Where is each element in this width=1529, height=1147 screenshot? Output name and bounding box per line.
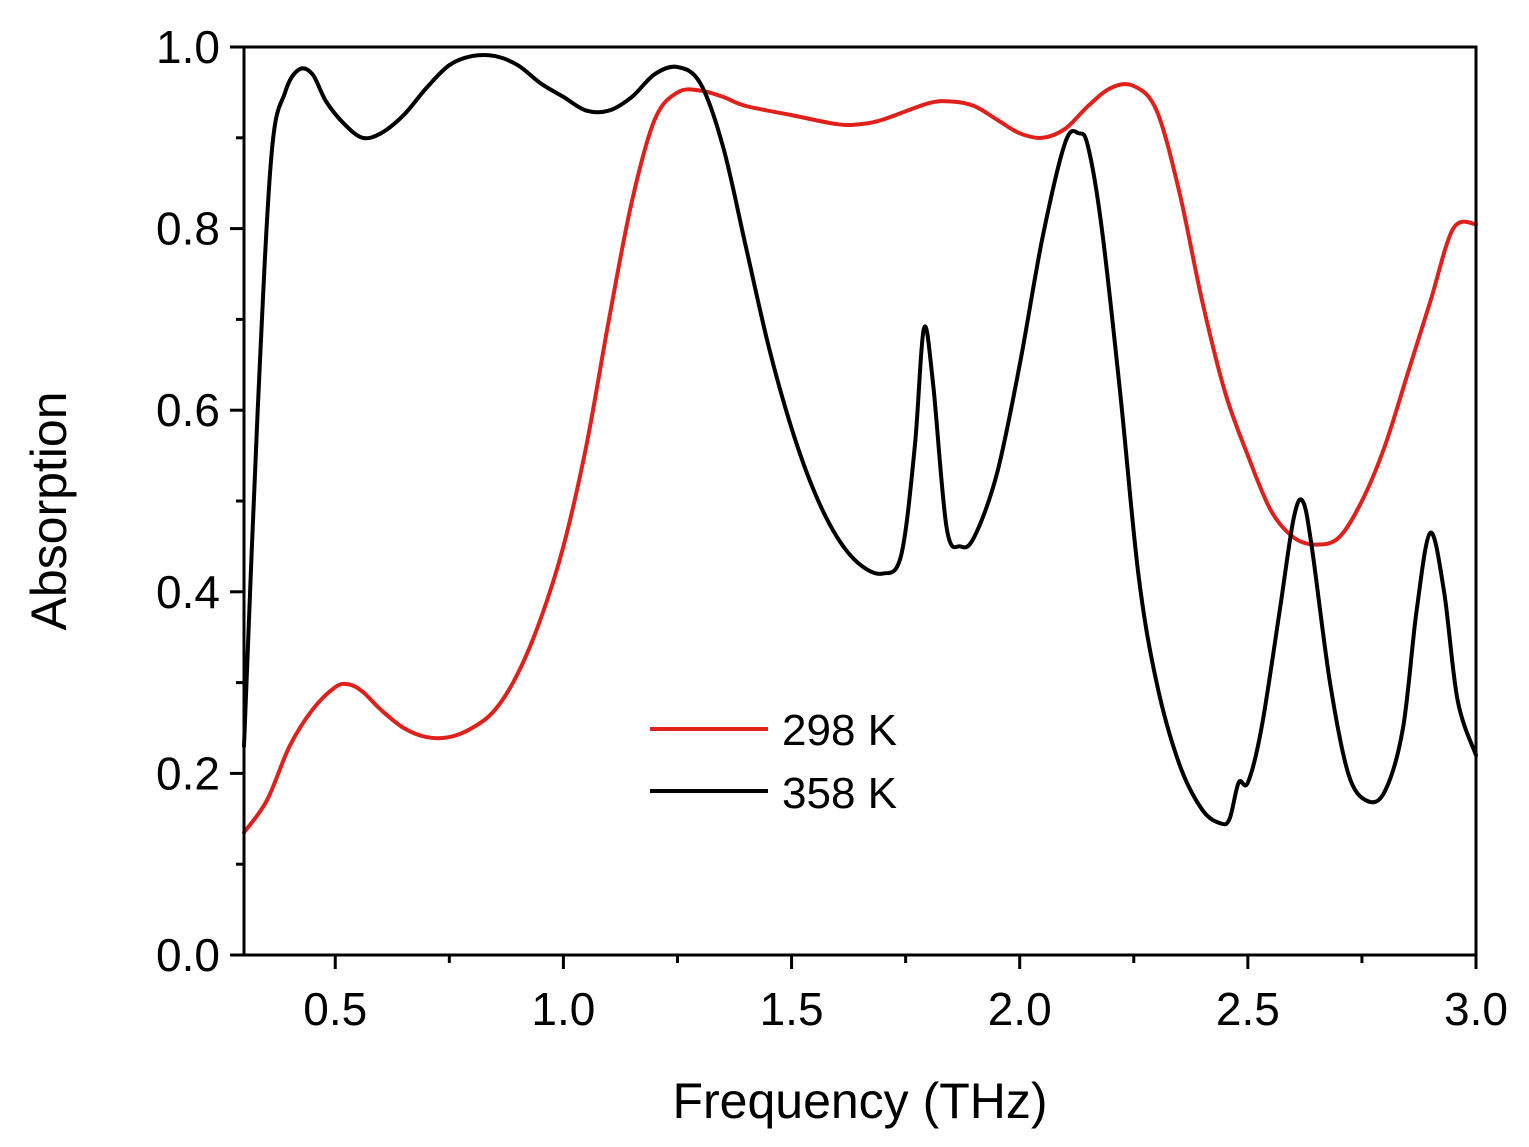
x-tick-label: 1.0 bbox=[531, 983, 595, 1035]
y-axis-title: Absorption bbox=[21, 391, 77, 630]
y-tick-label: 0.4 bbox=[156, 566, 220, 618]
plot-frame bbox=[242, 45, 1478, 957]
y-tick-label: 0.8 bbox=[156, 203, 220, 255]
y-tick-label: 0.0 bbox=[156, 929, 220, 981]
x-tick-label: 1.5 bbox=[760, 983, 824, 1035]
series-line-358k bbox=[242, 52, 1478, 827]
legend-label-358k: 358 K bbox=[782, 769, 897, 818]
x-tick-label: 2.0 bbox=[988, 983, 1052, 1035]
x-tick-label: 2.5 bbox=[1216, 983, 1280, 1035]
x-axis-ticks: 0.5 1.0 1.5 2.0 2.5 3.0 bbox=[303, 955, 1508, 1035]
y-tick-label: 0.6 bbox=[156, 384, 220, 436]
series-line-298k bbox=[242, 82, 1478, 835]
y-tick-label: 1.0 bbox=[156, 21, 220, 73]
y-tick-label: 0.2 bbox=[156, 747, 220, 799]
legend-label-298k: 298 K bbox=[782, 706, 897, 755]
x-axis-title: Frequency (THz) bbox=[672, 1073, 1047, 1129]
x-tick-label: 0.5 bbox=[303, 983, 367, 1035]
x-tick-label: 3.0 bbox=[1444, 983, 1508, 1035]
legend: 298 K 358 K bbox=[650, 706, 897, 818]
series-layer bbox=[242, 52, 1478, 835]
y-axis-ticks: 0.0 0.2 0.4 0.6 0.8 1.0 bbox=[156, 21, 244, 981]
